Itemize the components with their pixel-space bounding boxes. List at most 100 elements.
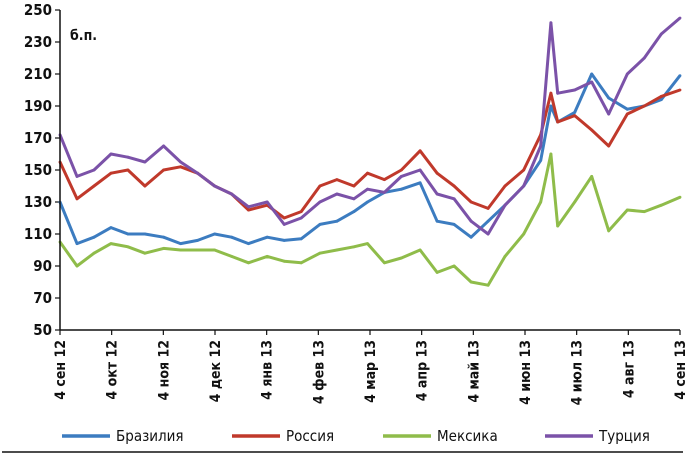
data-point bbox=[418, 248, 422, 252]
series-line-1 bbox=[58, 72, 682, 246]
data-point bbox=[162, 247, 166, 250]
data-point bbox=[230, 192, 234, 196]
data-point bbox=[75, 264, 79, 268]
data-point bbox=[486, 232, 490, 236]
data-point bbox=[196, 171, 200, 175]
y-tick-label: 90 bbox=[33, 257, 52, 275]
data-point bbox=[383, 178, 386, 182]
data-point bbox=[366, 187, 369, 191]
y-tick-label: 230 bbox=[24, 33, 52, 51]
data-point bbox=[282, 223, 286, 226]
data-point bbox=[247, 261, 250, 265]
data-point bbox=[383, 261, 386, 265]
data-point bbox=[282, 259, 286, 263]
y-tick-label: 130 bbox=[24, 193, 52, 211]
data-point bbox=[573, 114, 577, 117]
data-point bbox=[590, 80, 594, 84]
series-line-3 bbox=[58, 152, 681, 287]
data-point bbox=[75, 197, 79, 201]
x-tick-label: 4 фев 13 bbox=[311, 340, 327, 404]
data-point bbox=[318, 251, 322, 255]
data-point bbox=[109, 242, 113, 246]
y-tick-label: 70 bbox=[33, 289, 52, 307]
series-layer bbox=[58, 16, 682, 287]
data-point bbox=[179, 248, 183, 252]
data-point bbox=[452, 197, 456, 201]
data-point bbox=[213, 248, 217, 252]
data-point bbox=[282, 239, 286, 242]
legend-label: Россия bbox=[286, 427, 334, 445]
data-point bbox=[143, 184, 147, 188]
x-tick-label: 4 дек 12 bbox=[208, 340, 224, 402]
y-tick-label: 190 bbox=[24, 97, 52, 115]
data-point bbox=[435, 171, 439, 175]
data-point bbox=[549, 91, 553, 95]
data-point bbox=[678, 88, 682, 92]
data-point bbox=[678, 74, 682, 77]
y-tick-label: 210 bbox=[24, 65, 52, 83]
data-point bbox=[607, 112, 611, 116]
legend-label: Бразилия bbox=[116, 427, 184, 445]
data-point bbox=[383, 191, 386, 194]
data-point bbox=[435, 192, 439, 196]
data-point bbox=[247, 242, 250, 246]
data-point bbox=[265, 235, 269, 239]
data-point bbox=[503, 203, 507, 207]
data-point bbox=[503, 184, 507, 188]
data-point bbox=[486, 283, 490, 287]
data-point bbox=[642, 104, 646, 108]
data-point bbox=[213, 184, 217, 188]
series-line-2 bbox=[58, 88, 681, 220]
data-point bbox=[230, 255, 234, 258]
x-tick-label: 4 май 13 bbox=[466, 340, 482, 403]
data-point bbox=[265, 200, 269, 204]
data-point bbox=[299, 237, 303, 241]
data-point bbox=[452, 264, 456, 268]
data-point bbox=[335, 219, 339, 223]
data-point bbox=[486, 219, 490, 223]
data-point bbox=[196, 239, 200, 242]
data-point bbox=[678, 195, 682, 199]
data-point bbox=[503, 255, 507, 258]
unit-label: б.п. bbox=[70, 28, 97, 44]
data-point bbox=[590, 175, 594, 178]
data-point bbox=[400, 187, 403, 191]
data-point bbox=[162, 168, 166, 172]
data-point bbox=[230, 235, 234, 239]
data-point bbox=[435, 219, 439, 223]
data-point bbox=[366, 171, 369, 175]
data-point bbox=[75, 175, 79, 178]
data-point bbox=[678, 16, 682, 20]
data-point bbox=[556, 120, 560, 124]
data-point bbox=[452, 223, 456, 226]
x-tick-label: 4 сен 12 bbox=[53, 340, 69, 400]
data-point bbox=[400, 168, 403, 172]
data-point bbox=[539, 159, 543, 162]
data-point bbox=[400, 256, 403, 260]
series-line-4 bbox=[58, 16, 681, 236]
data-point bbox=[265, 255, 269, 258]
data-point bbox=[162, 235, 166, 239]
x-tick-label: 4 янв 13 bbox=[260, 340, 276, 400]
data-point bbox=[126, 232, 130, 236]
x-axis-ticks: 4 сен 12 4 окт 12 4 ноя 12 4 дек 12 4 янв 13… bbox=[53, 330, 685, 405]
data-point bbox=[143, 232, 147, 236]
data-point bbox=[92, 168, 96, 172]
data-point bbox=[126, 155, 130, 159]
x-tick-label: 4 апр 13 bbox=[415, 340, 431, 401]
data-point bbox=[299, 210, 303, 214]
data-point bbox=[573, 111, 577, 114]
data-point bbox=[299, 261, 303, 265]
data-point bbox=[92, 235, 96, 239]
data-point bbox=[143, 160, 147, 164]
data-point bbox=[590, 72, 594, 76]
data-point bbox=[659, 203, 663, 207]
data-point bbox=[143, 251, 147, 255]
y-tick-label: 50 bbox=[33, 321, 52, 339]
data-point bbox=[92, 251, 96, 255]
data-point bbox=[109, 226, 113, 230]
legend-label: Турция bbox=[598, 427, 650, 445]
data-point bbox=[126, 245, 130, 249]
data-point bbox=[659, 32, 663, 36]
